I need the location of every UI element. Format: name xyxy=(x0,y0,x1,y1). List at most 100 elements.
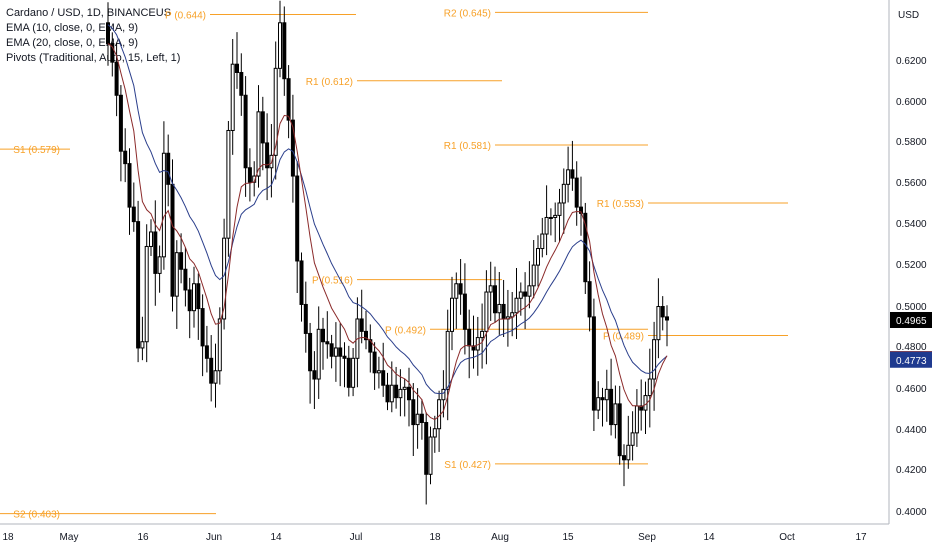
candle-body[interactable] xyxy=(243,94,248,169)
candle-body[interactable] xyxy=(419,413,424,424)
candle-body[interactable] xyxy=(540,233,545,250)
candle-body[interactable] xyxy=(501,303,506,320)
candle-body[interactable] xyxy=(303,303,308,334)
candle-body[interactable] xyxy=(286,78,291,121)
candle-body[interactable] xyxy=(265,142,270,169)
candle-body[interactable] xyxy=(127,163,132,208)
candle-body[interactable] xyxy=(170,183,175,297)
candle-body[interactable] xyxy=(144,245,149,343)
candle-body[interactable] xyxy=(604,388,609,401)
candle-body[interactable] xyxy=(527,285,532,297)
candle-body[interactable] xyxy=(308,332,313,372)
candle-body[interactable] xyxy=(467,328,472,347)
candle-body[interactable] xyxy=(321,328,325,343)
time-tick-label[interactable]: 14 xyxy=(270,532,282,543)
candle-body[interactable] xyxy=(325,341,330,345)
candle-body[interactable] xyxy=(230,63,235,131)
candle-body[interactable] xyxy=(299,260,304,305)
candle-body[interactable] xyxy=(351,357,356,388)
candle-body[interactable] xyxy=(536,248,540,266)
candle-body[interactable] xyxy=(140,341,145,349)
candle-body[interactable] xyxy=(445,330,450,390)
candle-body[interactable] xyxy=(239,71,244,96)
candle-body[interactable] xyxy=(574,177,579,208)
candle-body[interactable] xyxy=(557,202,562,216)
candle-body[interactable] xyxy=(600,397,605,401)
candle-body[interactable] xyxy=(617,403,622,457)
candle-body[interactable] xyxy=(639,405,644,411)
candle-body[interactable] xyxy=(493,285,497,314)
candle-body[interactable] xyxy=(484,291,489,332)
candle-body[interactable] xyxy=(531,264,536,287)
time-tick-label[interactable]: Oct xyxy=(779,532,795,543)
candle-body[interactable] xyxy=(613,403,618,426)
candle-body[interactable] xyxy=(338,347,343,357)
candle-body[interactable] xyxy=(424,422,429,475)
candle-body[interactable] xyxy=(553,214,558,218)
time-tick-label[interactable]: 17 xyxy=(855,532,867,543)
candle-body[interactable] xyxy=(634,405,639,434)
candle-body[interactable] xyxy=(665,316,669,321)
candle-body[interactable] xyxy=(153,231,158,274)
time-tick-label[interactable]: 14 xyxy=(703,532,715,543)
candle-body[interactable] xyxy=(381,370,386,386)
candles[interactable] xyxy=(106,0,669,505)
candle-body[interactable] xyxy=(514,297,519,314)
candle-body[interactable] xyxy=(200,308,205,347)
candle-body[interactable] xyxy=(454,283,459,299)
candle-body[interactable] xyxy=(583,212,588,283)
candle-body[interactable] xyxy=(278,22,282,69)
candle-body[interactable] xyxy=(364,330,368,341)
candle-body[interactable] xyxy=(587,281,592,318)
candle-body[interactable] xyxy=(256,111,261,177)
candle-body[interactable] xyxy=(312,370,317,380)
candle-body[interactable] xyxy=(187,289,192,312)
candle-body[interactable] xyxy=(398,388,403,399)
time-tick-label[interactable]: 18 xyxy=(2,532,14,543)
time-tick-label[interactable]: 16 xyxy=(137,532,149,543)
candle-body[interactable] xyxy=(260,111,265,144)
time-tick-label[interactable]: May xyxy=(60,532,79,543)
candle-body[interactable] xyxy=(316,328,321,380)
candle-body[interactable] xyxy=(626,444,631,461)
candle-body[interactable] xyxy=(480,330,485,339)
candle-body[interactable] xyxy=(136,221,141,349)
candle-body[interactable] xyxy=(544,216,549,235)
candle-body[interactable] xyxy=(204,345,209,359)
candle-body[interactable] xyxy=(652,339,657,380)
time-axis[interactable]: 18 May 16 Jun 14 Jul 18 Aug 15 Sep 14 Oct 17 xyxy=(2,532,867,543)
candle-body[interactable] xyxy=(295,175,300,262)
candle-body[interactable] xyxy=(561,183,566,204)
candle-body[interactable] xyxy=(196,283,201,310)
candle-body[interactable] xyxy=(179,252,184,270)
candle-body[interactable] xyxy=(209,357,214,384)
candle-body[interactable] xyxy=(213,370,218,384)
candle-body[interactable] xyxy=(346,357,351,388)
candle-body[interactable] xyxy=(282,22,287,80)
candle-body[interactable] xyxy=(131,206,136,223)
candle-body[interactable] xyxy=(441,388,446,401)
candle-body[interactable] xyxy=(123,150,128,165)
candle-body[interactable] xyxy=(407,386,411,401)
candle-body[interactable] xyxy=(222,237,227,320)
candle-body[interactable] xyxy=(247,167,252,183)
candle-body[interactable] xyxy=(518,291,523,299)
time-tick-label[interactable]: Sep xyxy=(638,532,656,543)
candle-body[interactable] xyxy=(273,67,278,156)
candle-body[interactable] xyxy=(596,397,601,411)
candle-body[interactable] xyxy=(114,61,119,96)
candle-body[interactable] xyxy=(566,169,571,185)
candle-body[interactable] xyxy=(372,351,377,374)
candle-body[interactable] xyxy=(462,293,467,330)
candle-body[interactable] xyxy=(192,283,196,312)
candle-body[interactable] xyxy=(290,119,295,177)
candle-body[interactable] xyxy=(217,318,222,372)
candle-body[interactable] xyxy=(523,291,528,297)
candle-body[interactable] xyxy=(342,355,347,359)
candle-body[interactable] xyxy=(570,169,575,179)
candle-body[interactable] xyxy=(110,42,115,63)
candle-body[interactable] xyxy=(622,455,626,461)
candle-body[interactable] xyxy=(329,343,334,357)
candle-body[interactable] xyxy=(149,231,153,247)
